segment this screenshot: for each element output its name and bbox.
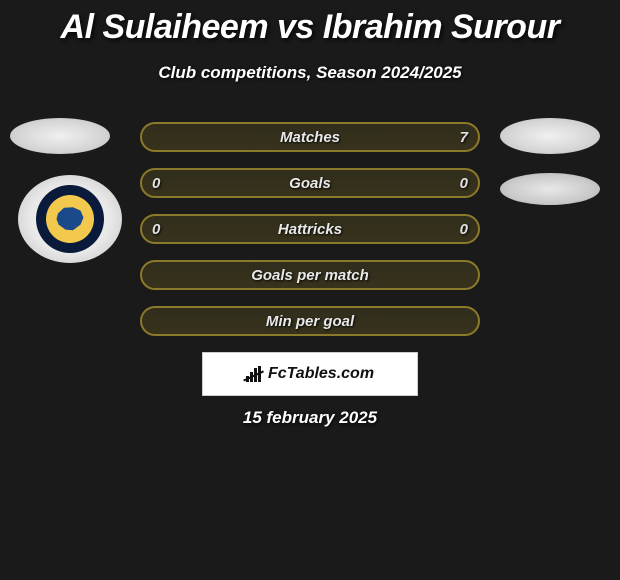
page-subtitle: Club competitions, Season 2024/2025: [0, 63, 620, 83]
bar-chart-icon: [246, 366, 264, 382]
player-right-avatar-icon: [500, 118, 600, 154]
stat-row-hattricks: 0 Hattricks 0: [140, 214, 480, 244]
stat-left-value: 0: [152, 175, 160, 192]
stat-left-value: 0: [152, 221, 160, 238]
stat-right-value: 7: [460, 129, 468, 146]
stat-label: Matches: [280, 129, 340, 146]
stat-label: Min per goal: [266, 313, 354, 330]
club-crest-ring: [46, 195, 94, 243]
stat-row-goals-per-match: Goals per match: [140, 260, 480, 290]
stat-row-matches: Matches 7: [140, 122, 480, 152]
stat-label: Goals per match: [251, 267, 369, 284]
stat-row-goals: 0 Goals 0: [140, 168, 480, 198]
stat-right-value: 0: [460, 221, 468, 238]
club-crest-map: [55, 205, 85, 233]
branding-badge[interactable]: FcTables.com: [202, 352, 418, 396]
stat-row-min-per-goal: Min per goal: [140, 306, 480, 336]
stat-right-value: 0: [460, 175, 468, 192]
club-crest-outer: [36, 185, 104, 253]
stat-label: Goals: [289, 175, 331, 192]
player-right-club-crest-icon: [500, 173, 600, 205]
stat-label: Hattricks: [278, 221, 342, 238]
date-stamp: 15 february 2025: [0, 408, 620, 428]
stats-rows: Matches 7 0 Goals 0 0 Hattricks 0 Goals …: [140, 122, 480, 352]
page-title: Al Sulaiheem vs Ibrahim Surour: [0, 0, 620, 47]
branding-text: FcTables.com: [268, 365, 374, 383]
player-left-avatar-icon: [10, 118, 110, 154]
player-left-club-crest-icon: [18, 175, 122, 263]
